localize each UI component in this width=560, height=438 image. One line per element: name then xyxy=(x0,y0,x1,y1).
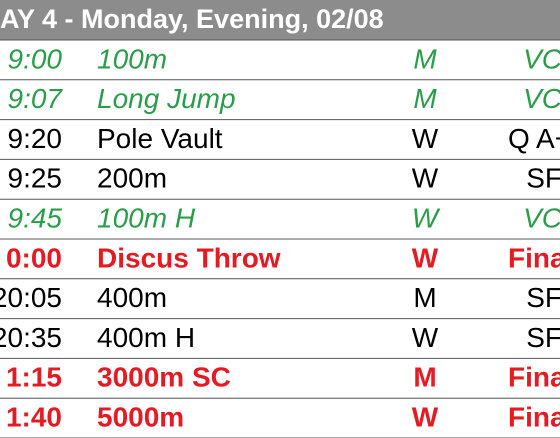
time-cell: 1:15 xyxy=(6,362,62,393)
round-cell: SF xyxy=(526,282,560,313)
gender-cell: M xyxy=(413,83,437,114)
event-cell: 200m xyxy=(97,163,167,194)
event-cell: Discus Throw xyxy=(97,242,281,273)
event-cell: Pole Vault xyxy=(97,123,223,154)
round-cell: VC xyxy=(523,43,560,74)
gender-cell: W xyxy=(412,322,439,353)
header-title: AY 4 - Monday, Evening, 02/08 xyxy=(0,4,384,34)
gender-cell: M xyxy=(413,282,436,313)
gender-cell: W xyxy=(412,242,439,273)
round-cell: Fina xyxy=(508,401,560,432)
gender-cell: W xyxy=(412,123,439,154)
round-cell: Fina xyxy=(508,242,560,273)
event-cell: 3000m SC xyxy=(97,362,231,393)
round-cell: VC xyxy=(523,202,560,233)
gender-cell: M xyxy=(413,362,436,393)
gender-cell: M xyxy=(413,43,437,74)
gender-cell: W xyxy=(412,401,439,432)
event-cell: Long Jump xyxy=(97,83,236,114)
time-cell: 9:25 xyxy=(8,163,63,194)
time-cell: 9:45 xyxy=(8,202,63,233)
time-cell: 9:07 xyxy=(8,83,64,114)
time-cell: 1:40 xyxy=(6,401,62,432)
round-cell: Fina xyxy=(508,362,560,393)
event-cell: 5000m xyxy=(97,401,184,432)
gender-cell: W xyxy=(412,163,439,194)
round-cell: Q A+ xyxy=(508,123,560,154)
event-cell: 400m H xyxy=(97,322,195,353)
time-cell: 20:35 xyxy=(0,322,62,353)
time-cell: 20:05 xyxy=(0,282,62,313)
time-cell: 9:20 xyxy=(8,123,63,154)
round-cell: SF xyxy=(526,322,560,353)
event-cell: 400m xyxy=(97,282,167,313)
gender-cell: W xyxy=(412,202,441,233)
event-cell: 100m H xyxy=(97,202,196,233)
event-cell: 100m xyxy=(97,43,167,74)
time-cell: 9:00 xyxy=(8,43,63,74)
round-cell: VC xyxy=(523,83,560,114)
time-cell: 0:00 xyxy=(6,242,62,273)
header-bar xyxy=(0,0,560,40)
round-cell: SF xyxy=(526,163,560,194)
